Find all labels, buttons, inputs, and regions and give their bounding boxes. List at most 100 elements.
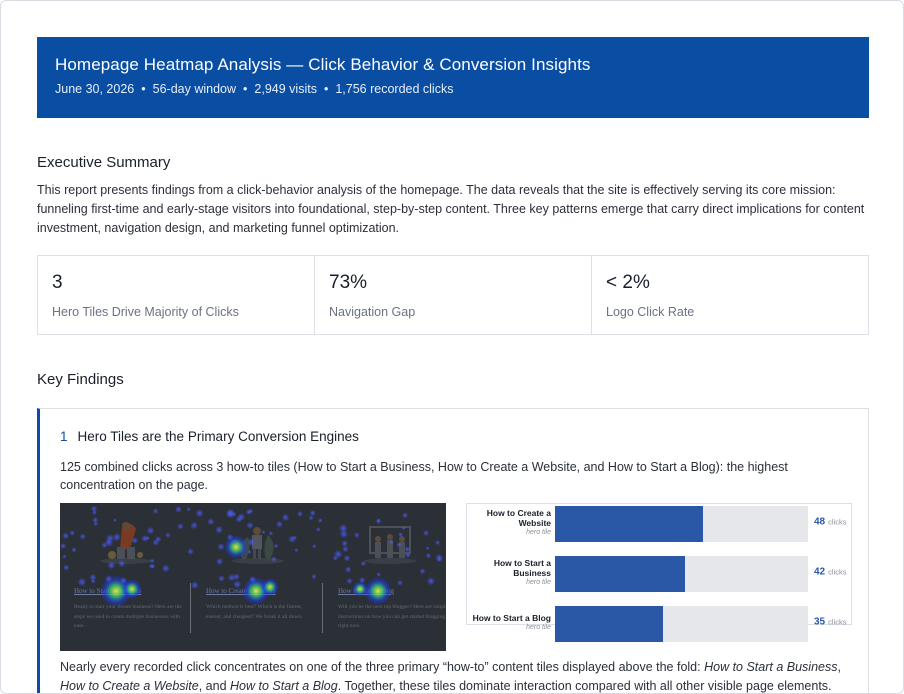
finding-footer: Nearly every recorded click concentrates… (60, 658, 860, 693)
click-dot (339, 529, 349, 539)
click-dot (273, 543, 279, 549)
click-dot (294, 548, 299, 553)
bar-track (555, 556, 808, 592)
executive-summary-heading: Executive Summary (37, 154, 171, 171)
click-dot (434, 540, 441, 546)
click-dot (404, 551, 411, 558)
heat-spot (364, 577, 392, 605)
stats-row: 3 Hero Tiles Drive Majority of Clicks 73… (37, 255, 869, 335)
click-heat-overlay (60, 505, 444, 607)
click-dot (375, 518, 382, 525)
click-dot (118, 559, 126, 568)
stat-value: 3 (52, 272, 63, 293)
bar-row: How to Start a Business hero tile 42 clic… (467, 554, 853, 592)
click-dot (311, 574, 317, 580)
report-window: 56-day window (152, 82, 237, 96)
click-dot (422, 529, 430, 537)
click-dot (112, 518, 117, 523)
bar-label: How to Create a Website hero tile (471, 508, 551, 536)
bar-value-label: 42 clicks (814, 567, 846, 578)
bar-row: How to Create a Website hero tile 48 clic… (467, 504, 853, 542)
click-dot (341, 540, 349, 547)
footer-emphasis: How to Start a Business (704, 660, 838, 674)
bar-value-label: 35 clicks (814, 617, 846, 628)
bar-unit: clicks (828, 517, 847, 527)
click-dot (437, 557, 442, 563)
executive-summary-text: This report presents findings from a cli… (37, 183, 865, 235)
click-dot (92, 516, 99, 524)
click-dot (90, 578, 96, 584)
click-dot (101, 542, 108, 549)
click-dot (343, 554, 351, 562)
click-dot (62, 532, 70, 540)
click-dot (346, 577, 353, 585)
click-dot (177, 523, 184, 530)
tile-link[interactable]: How to Create a Website (206, 587, 276, 595)
click-dot (270, 556, 277, 563)
click-dot (190, 521, 198, 530)
click-dot (227, 573, 236, 582)
bar-category: How to Start a Business (493, 558, 551, 578)
click-dot (217, 543, 225, 551)
click-dot (77, 577, 87, 587)
click-dot (308, 515, 314, 521)
click-dot (71, 547, 77, 553)
click-dot (186, 507, 191, 512)
finding-number: 1 (60, 429, 68, 444)
click-dot (245, 509, 252, 515)
report-visits: 2,949 visits (254, 82, 317, 96)
click-dot (317, 518, 323, 523)
stat-value: < 2% (606, 272, 650, 293)
click-dot (225, 508, 235, 518)
click-dot (131, 537, 139, 544)
click-dot (397, 579, 403, 586)
click-dot (312, 544, 317, 549)
click-dot (165, 532, 171, 538)
click-dot (268, 531, 274, 536)
click-dot (175, 505, 182, 513)
click-dot (233, 580, 242, 589)
click-dot (426, 576, 436, 586)
footer-emphasis: How to Create a Website (60, 679, 199, 693)
finding-title-text: Hero Tiles are the Primary Conversion En… (77, 429, 359, 444)
tile-text: Ready to start your dream business? Here… (74, 604, 182, 629)
meta-separator: • (323, 82, 329, 96)
click-dot (216, 557, 224, 566)
click-dot (281, 513, 290, 522)
click-dot (246, 521, 254, 529)
tile-text: Which method is best? Which is the faste… (206, 604, 303, 620)
click-dot (401, 526, 406, 531)
click-dot (145, 536, 150, 541)
click-dot (148, 563, 155, 569)
stat-value: 73% (329, 272, 368, 293)
finding-card: 1 Hero Tiles are the Primary Conversion E… (37, 408, 869, 693)
report-title: Homepage Heatmap Analysis — Click Behavi… (55, 55, 591, 74)
click-dot (344, 566, 352, 573)
report-meta: June 30, 2026 • 56-day window • 2,949 visits… (55, 81, 851, 97)
click-dot (333, 549, 343, 559)
click-dot (425, 552, 432, 559)
footer-text: , and (198, 679, 231, 693)
bar-category: How to Start a Blog (472, 613, 551, 623)
bar-label: How to Start a Business hero tile (471, 558, 551, 586)
stat-label: Logo Click Rate (606, 305, 695, 319)
bar-track (555, 606, 808, 642)
click-dot (292, 535, 298, 540)
click-dot (146, 526, 155, 535)
click-dot (154, 535, 162, 543)
click-dot (79, 533, 86, 540)
click-dot (231, 539, 237, 545)
click-dot (149, 558, 155, 564)
bar-value: 48 (814, 516, 826, 528)
click-dot (360, 560, 366, 567)
bar (555, 606, 663, 642)
bar-category: How to Create a Website (486, 508, 551, 528)
click-dot (261, 530, 266, 535)
stat-label: Navigation Gap (329, 305, 416, 319)
click-dot (195, 509, 204, 518)
blog-illustration-icon (364, 526, 416, 564)
footer-emphasis: How to Start a Blog (230, 679, 338, 693)
bar-unit: clicks (828, 617, 847, 627)
key-findings-heading: Key Findings (37, 371, 124, 388)
